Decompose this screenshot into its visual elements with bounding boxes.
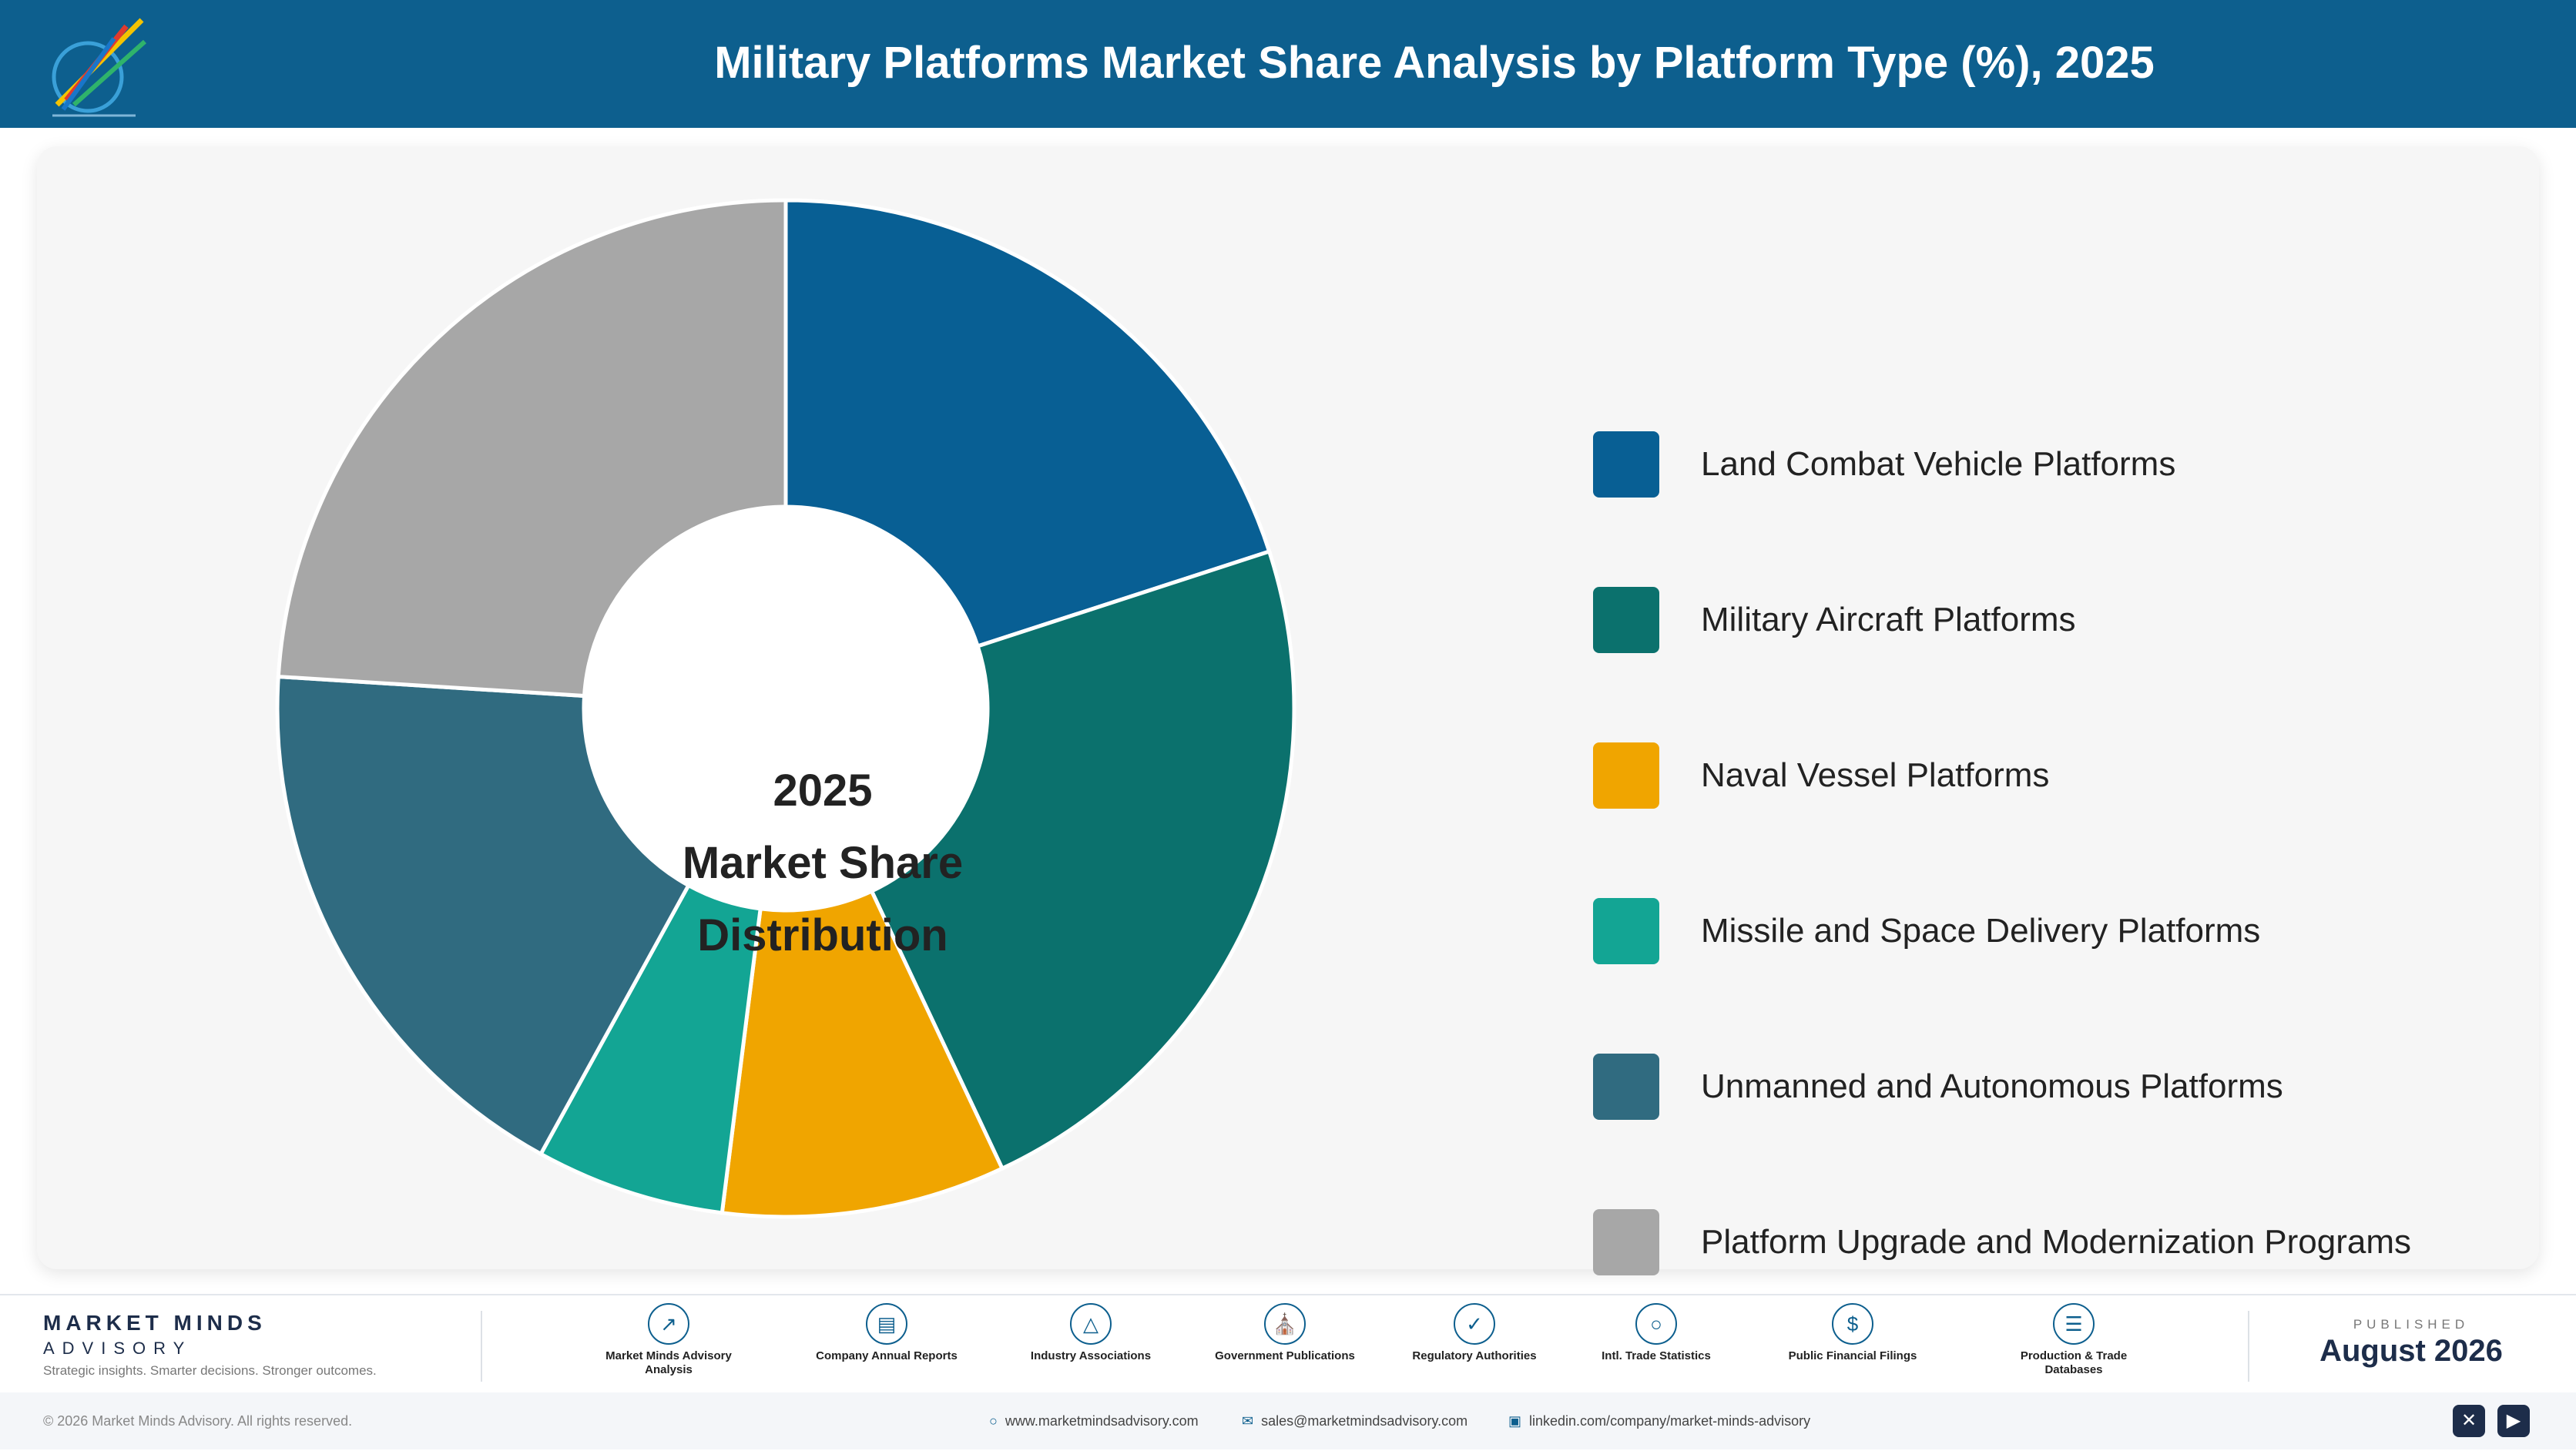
chart-card: 2025 Market Share Distribution Land Comb… — [37, 146, 2539, 1275]
source-label: Market Minds Advisory Analysis — [605, 1349, 732, 1376]
source-label: Public Financial Filings — [1788, 1349, 1917, 1362]
youtube-icon[interactable]: ▶ — [2497, 1405, 2530, 1437]
legend-swatch — [1593, 431, 1659, 498]
source-label: Industry Associations — [1030, 1349, 1152, 1362]
legend-label: Naval Vessel Platforms — [1701, 756, 2050, 794]
trend-icon: ↗ — [648, 1303, 689, 1345]
source-item: ○ Intl. Trade Statistics — [1579, 1303, 1733, 1363]
published-label: PUBLISHED — [2353, 1317, 2470, 1332]
legend-swatch — [1593, 1209, 1659, 1275]
website-text: www.marketmindsadvisory.com — [1005, 1413, 1199, 1429]
donut-center-label: 2025 Market Share Distribution — [638, 755, 1008, 972]
donut-hole — [584, 507, 988, 910]
source-item: △ Industry Associations — [1014, 1303, 1168, 1363]
center-label-year: 2025 — [773, 766, 873, 816]
header-bar: Military Platforms Market Share Analysis… — [0, 0, 2576, 128]
legend-item: Naval Vessel Platforms — [1593, 742, 2517, 809]
network-icon: △ — [1070, 1303, 1112, 1345]
source-item: $ Public Financial Filings — [1776, 1303, 1930, 1363]
shield-check-icon: ✓ — [1454, 1303, 1495, 1345]
legend-item: Land Combat Vehicle Platforms — [1593, 431, 2517, 498]
legend-label: Unmanned and Autonomous Platforms — [1701, 1067, 2283, 1105]
brand-subtitle: ADVISORY — [43, 1339, 193, 1358]
linkedin-link[interactable]: ▣ linkedin.com/company/market-minds-advis… — [1508, 1392, 1810, 1449]
published-date: August 2026 — [2319, 1334, 2503, 1368]
email-text: sales@marketmindsadvisory.com — [1261, 1413, 1468, 1429]
document-icon: ▤ — [866, 1303, 907, 1345]
legend-item: Unmanned and Autonomous Platforms — [1593, 1054, 2517, 1120]
copyright-text: © 2026 Market Minds Advisory. All rights… — [43, 1413, 353, 1429]
legend-swatch — [1593, 742, 1659, 809]
email-link[interactable]: ✉ sales@marketmindsadvisory.com — [1242, 1392, 1467, 1449]
coin-icon: $ — [1832, 1303, 1873, 1345]
legend-item: Missile and Space Delivery Platforms — [1593, 898, 2517, 964]
source-item: ⛪ Government Publications — [1208, 1303, 1362, 1363]
legend-item: Platform Upgrade and Modernization Progr… — [1593, 1209, 2517, 1275]
center-label-line2: Market Share — [682, 838, 964, 888]
legend-label: Platform Upgrade and Modernization Progr… — [1701, 1223, 2412, 1261]
center-label-line3: Distribution — [697, 910, 948, 960]
source-label: Government Publications — [1215, 1349, 1355, 1362]
sub-footer: © 2026 Market Minds Advisory. All rights… — [0, 1392, 2576, 1449]
legend-swatch — [1593, 587, 1659, 653]
source-label: Company Annual Reports — [816, 1349, 958, 1362]
linkedin-icon: ▣ — [1508, 1413, 1522, 1429]
source-item: ✓ Regulatory Authorities — [1397, 1303, 1551, 1363]
source-label: Intl. Trade Statistics — [1602, 1349, 1711, 1362]
x-icon[interactable]: ✕ — [2453, 1405, 2485, 1437]
source-list: ↗ Market Minds Advisory Analysis ▤ Compa… — [539, 1303, 2296, 1396]
source-label: Regulatory Authorities — [1412, 1349, 1537, 1362]
globe-icon: ○ — [1635, 1303, 1677, 1345]
database-icon: ☰ — [2053, 1303, 2095, 1345]
globe-icon: ○ — [989, 1413, 998, 1429]
source-item: ↗ Market Minds Advisory Analysis — [592, 1303, 746, 1377]
legend-label: Missile and Space Delivery Platforms — [1701, 912, 2261, 950]
brand-name: MARKET MINDS — [43, 1311, 267, 1335]
mail-icon: ✉ — [1242, 1413, 1254, 1429]
legend-swatch — [1593, 898, 1659, 964]
footer-divider — [481, 1311, 482, 1382]
legend-label: Military Aircraft Platforms — [1701, 601, 2076, 638]
linkedin-text: linkedin.com/company/market-minds-adviso… — [1529, 1413, 1811, 1429]
brand-tagline: Strategic insights. Smarter decisions. S… — [43, 1363, 377, 1378]
source-item: ☰ Production & Trade Databases — [1997, 1303, 2151, 1377]
footer-divider — [2248, 1311, 2249, 1382]
market-minds-logo — [52, 18, 146, 117]
legend-label: Land Combat Vehicle Platforms — [1701, 445, 2176, 483]
source-label: Production & Trade Databases — [2020, 1349, 2128, 1376]
legend-item: Military Aircraft Platforms — [1593, 587, 2517, 653]
donut-chart — [275, 198, 1296, 1219]
legend-swatch — [1593, 1054, 1659, 1120]
government-building-icon: ⛪ — [1264, 1303, 1306, 1345]
page-title: Military Platforms Market Share Analysis… — [714, 38, 2155, 88]
source-item: ▤ Company Annual Reports — [810, 1303, 964, 1363]
website-link[interactable]: ○ www.marketmindsadvisory.com — [989, 1392, 1199, 1449]
